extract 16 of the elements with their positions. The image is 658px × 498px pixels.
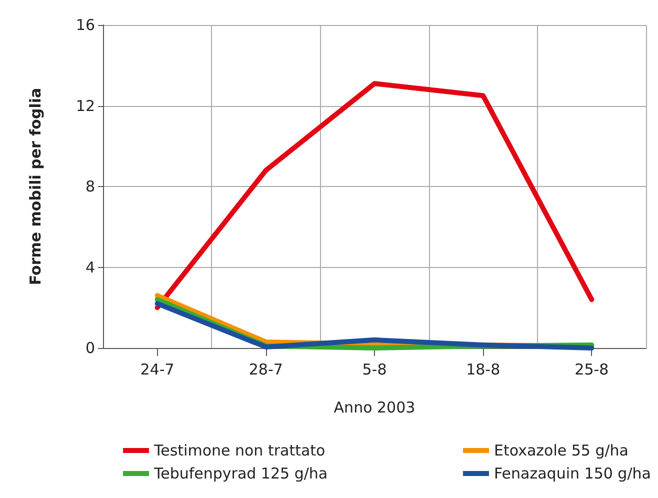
legend-label: Tebufenpyrad 125 g/ha [153,464,328,482]
y-tick-label: 12 [76,96,95,115]
y-tick-label: 0 [85,339,95,357]
legend-label: Fenazaquin 150 g/ha [494,464,651,482]
y-tick-label: 4 [85,258,95,276]
x-tick-label: 5-8 [362,360,387,378]
legend-label: Testimone non trattato [153,442,326,460]
y-tick-label: 16 [76,16,95,34]
x-tick-label: 25-8 [574,360,609,378]
x-tick-label: 18-8 [466,360,500,378]
legend-label: Etoxazole 55 g/ha [494,442,628,460]
y-axis-title: Forme mobili per foglia [26,88,44,286]
x-tick-label: 24-7 [140,360,174,378]
x-axis-title: Anno 2003 [334,398,416,416]
y-tick-label: 8 [85,178,95,196]
x-tick-label: 28-7 [248,360,283,378]
